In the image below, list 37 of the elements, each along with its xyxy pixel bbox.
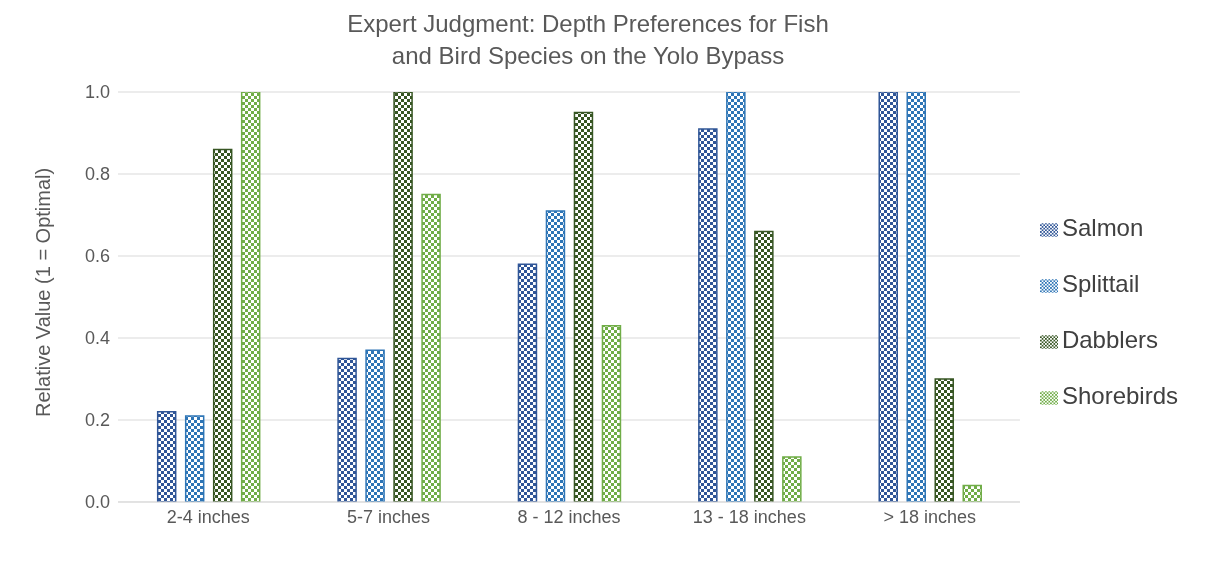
bar bbox=[782, 456, 802, 502]
bar bbox=[878, 92, 898, 502]
bar bbox=[601, 324, 622, 502]
bar bbox=[184, 415, 205, 502]
chart-title: Expert Judgment: Depth Preferences for Fish and Bird Species on the Yolo Bypass bbox=[346, 9, 830, 71]
bar bbox=[421, 193, 441, 502]
bar bbox=[545, 210, 566, 502]
y-tick-label: 1.0 bbox=[84, 82, 110, 103]
y-axis-title: Relative Value (1 = Optimal) bbox=[32, 167, 55, 417]
legend-label: Salmon bbox=[1061, 214, 1144, 241]
legend-label: Splittail bbox=[1061, 270, 1140, 297]
bar bbox=[726, 92, 746, 502]
bar bbox=[962, 484, 982, 502]
legend-label: Dabblers bbox=[1061, 326, 1158, 353]
x-tick-label: 13 - 18 inches bbox=[692, 506, 806, 527]
bar bbox=[698, 128, 718, 502]
y-tick-label: 0.6 bbox=[84, 246, 110, 267]
y-tick-label: 0.8 bbox=[84, 164, 110, 185]
bar bbox=[365, 349, 385, 502]
x-tick-label: 8 - 12 inches bbox=[517, 506, 621, 527]
bar bbox=[212, 148, 233, 502]
x-tick-label: 5-7 inches bbox=[347, 506, 431, 527]
bar bbox=[754, 230, 774, 502]
y-tick-label: 0.4 bbox=[84, 328, 110, 349]
bar bbox=[517, 263, 538, 502]
y-tick-label: 0.2 bbox=[84, 410, 110, 431]
legend-label: Shorebirds bbox=[1061, 382, 1178, 409]
x-tick-label: > 18 inches bbox=[883, 506, 977, 527]
x-tick-label: 2-4 inches bbox=[166, 506, 250, 527]
bar bbox=[156, 411, 177, 502]
bar bbox=[393, 92, 413, 502]
y-tick-label: 0.0 bbox=[84, 492, 110, 513]
bar bbox=[337, 357, 357, 502]
bar bbox=[906, 92, 926, 502]
bar bbox=[934, 378, 954, 502]
bar bbox=[573, 111, 594, 502]
bar bbox=[240, 92, 261, 502]
